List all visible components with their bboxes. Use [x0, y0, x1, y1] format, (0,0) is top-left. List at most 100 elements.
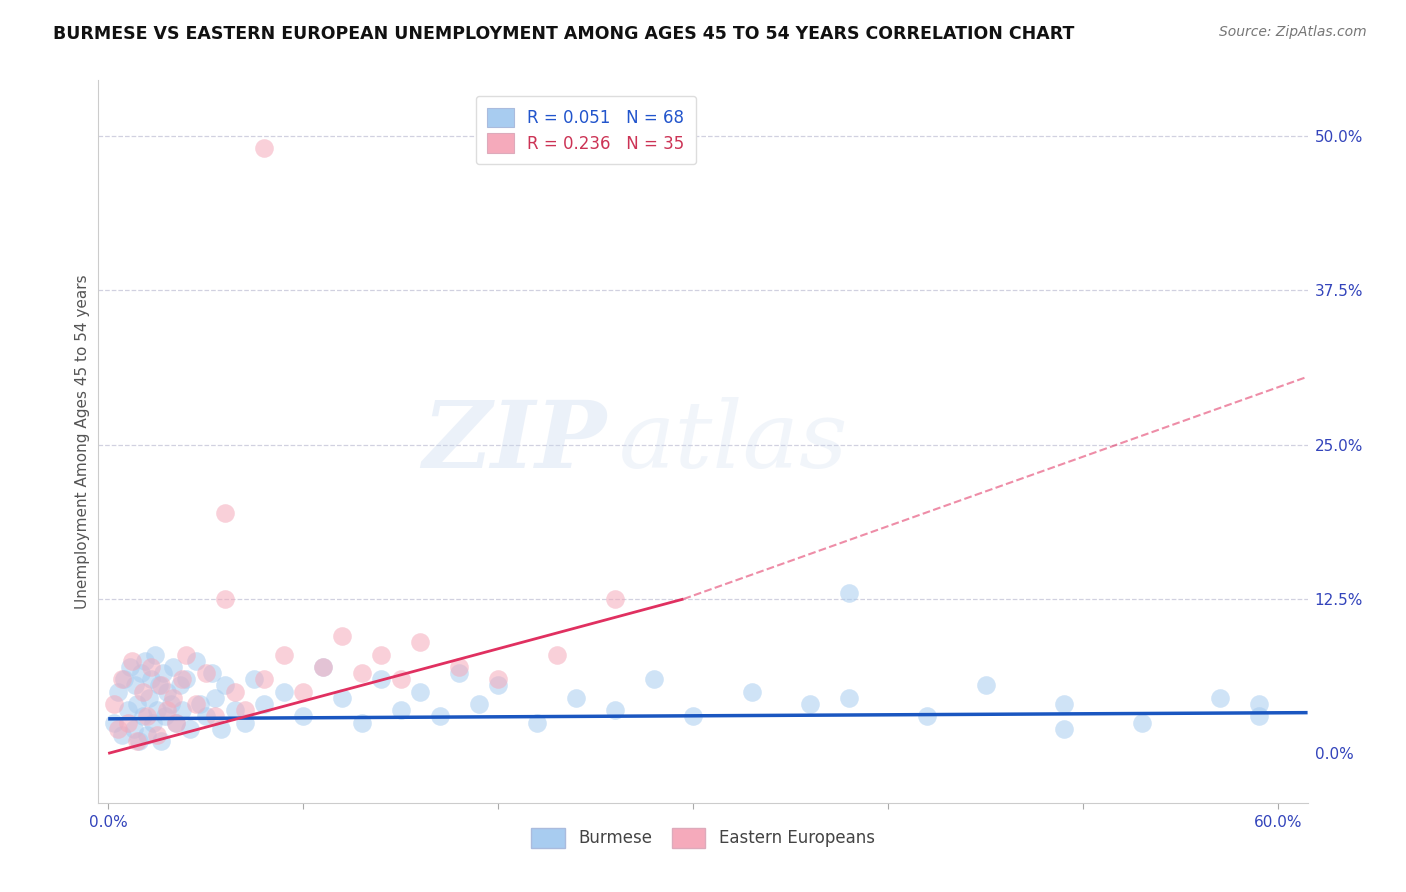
- Point: [389, 703, 412, 717]
- Point: [526, 715, 548, 730]
- Point: [370, 648, 392, 662]
- Point: [134, 654, 156, 668]
- Point: [165, 715, 187, 730]
- Point: [838, 690, 860, 705]
- Point: [103, 715, 125, 730]
- Point: [124, 678, 146, 692]
- Point: [312, 660, 335, 674]
- Point: [330, 690, 353, 705]
- Point: [174, 673, 197, 687]
- Point: [273, 684, 295, 698]
- Point: [209, 722, 232, 736]
- Point: [350, 666, 373, 681]
- Text: atlas: atlas: [619, 397, 848, 486]
- Point: [174, 648, 197, 662]
- Point: [146, 728, 169, 742]
- Point: [917, 709, 939, 723]
- Y-axis label: Unemployment Among Ages 45 to 54 years: Unemployment Among Ages 45 to 54 years: [75, 274, 90, 609]
- Point: [409, 635, 432, 649]
- Point: [243, 673, 266, 687]
- Point: [224, 684, 246, 698]
- Point: [486, 678, 509, 692]
- Point: [741, 684, 763, 698]
- Point: [214, 678, 236, 692]
- Point: [799, 697, 821, 711]
- Point: [169, 678, 191, 692]
- Point: [1053, 722, 1076, 736]
- Point: [605, 592, 627, 607]
- Point: [194, 709, 217, 723]
- Point: [152, 666, 174, 681]
- Point: [131, 666, 153, 681]
- Point: [605, 703, 627, 717]
- Point: [682, 709, 704, 723]
- Point: [118, 660, 141, 674]
- Point: [138, 690, 160, 705]
- Point: [350, 715, 373, 730]
- Point: [546, 648, 568, 662]
- Point: [162, 690, 184, 705]
- Point: [214, 592, 236, 607]
- Text: Source: ZipAtlas.com: Source: ZipAtlas.com: [1219, 25, 1367, 39]
- Point: [486, 673, 509, 687]
- Point: [132, 709, 155, 723]
- Point: [370, 673, 392, 687]
- Point: [409, 684, 432, 698]
- Point: [467, 697, 489, 711]
- Point: [233, 715, 256, 730]
- Point: [127, 734, 149, 748]
- Legend: Burmese, Eastern Europeans: Burmese, Eastern Europeans: [523, 820, 883, 856]
- Point: [179, 722, 201, 736]
- Point: [128, 734, 150, 748]
- Point: [172, 673, 194, 687]
- Point: [194, 666, 217, 681]
- Point: [214, 506, 236, 520]
- Point: [292, 709, 315, 723]
- Point: [565, 690, 588, 705]
- Text: BURMESE VS EASTERN EUROPEAN UNEMPLOYMENT AMONG AGES 45 TO 54 YEARS CORRELATION C: BURMESE VS EASTERN EUROPEAN UNEMPLOYMENT…: [53, 25, 1074, 43]
- Point: [253, 673, 276, 687]
- Point: [449, 666, 471, 681]
- Point: [156, 684, 179, 698]
- Point: [172, 703, 194, 717]
- Point: [107, 722, 129, 736]
- Point: [146, 703, 169, 717]
- Point: [1209, 690, 1232, 705]
- Point: [1053, 697, 1076, 711]
- Point: [292, 684, 315, 698]
- Point: [107, 684, 129, 698]
- Point: [204, 709, 226, 723]
- Point: [143, 648, 166, 662]
- Point: [117, 715, 139, 730]
- Point: [449, 660, 471, 674]
- Point: [136, 709, 159, 723]
- Point: [838, 586, 860, 600]
- Point: [312, 660, 335, 674]
- Point: [127, 697, 149, 711]
- Point: [429, 709, 451, 723]
- Point: [643, 673, 665, 687]
- Point: [121, 654, 143, 668]
- Point: [139, 673, 162, 687]
- Point: [136, 728, 159, 742]
- Point: [1130, 715, 1153, 730]
- Point: [122, 722, 145, 736]
- Point: [184, 654, 207, 668]
- Point: [153, 709, 176, 723]
- Point: [111, 673, 134, 687]
- Point: [200, 666, 222, 681]
- Point: [148, 678, 170, 692]
- Point: [1247, 709, 1270, 723]
- Point: [117, 703, 139, 717]
- Point: [188, 697, 211, 711]
- Point: [184, 697, 207, 711]
- Point: [103, 697, 125, 711]
- Point: [330, 629, 353, 643]
- Point: [112, 673, 135, 687]
- Point: [1247, 697, 1270, 711]
- Point: [142, 715, 165, 730]
- Point: [974, 678, 997, 692]
- Point: [159, 697, 181, 711]
- Point: [253, 141, 276, 155]
- Point: [389, 673, 412, 687]
